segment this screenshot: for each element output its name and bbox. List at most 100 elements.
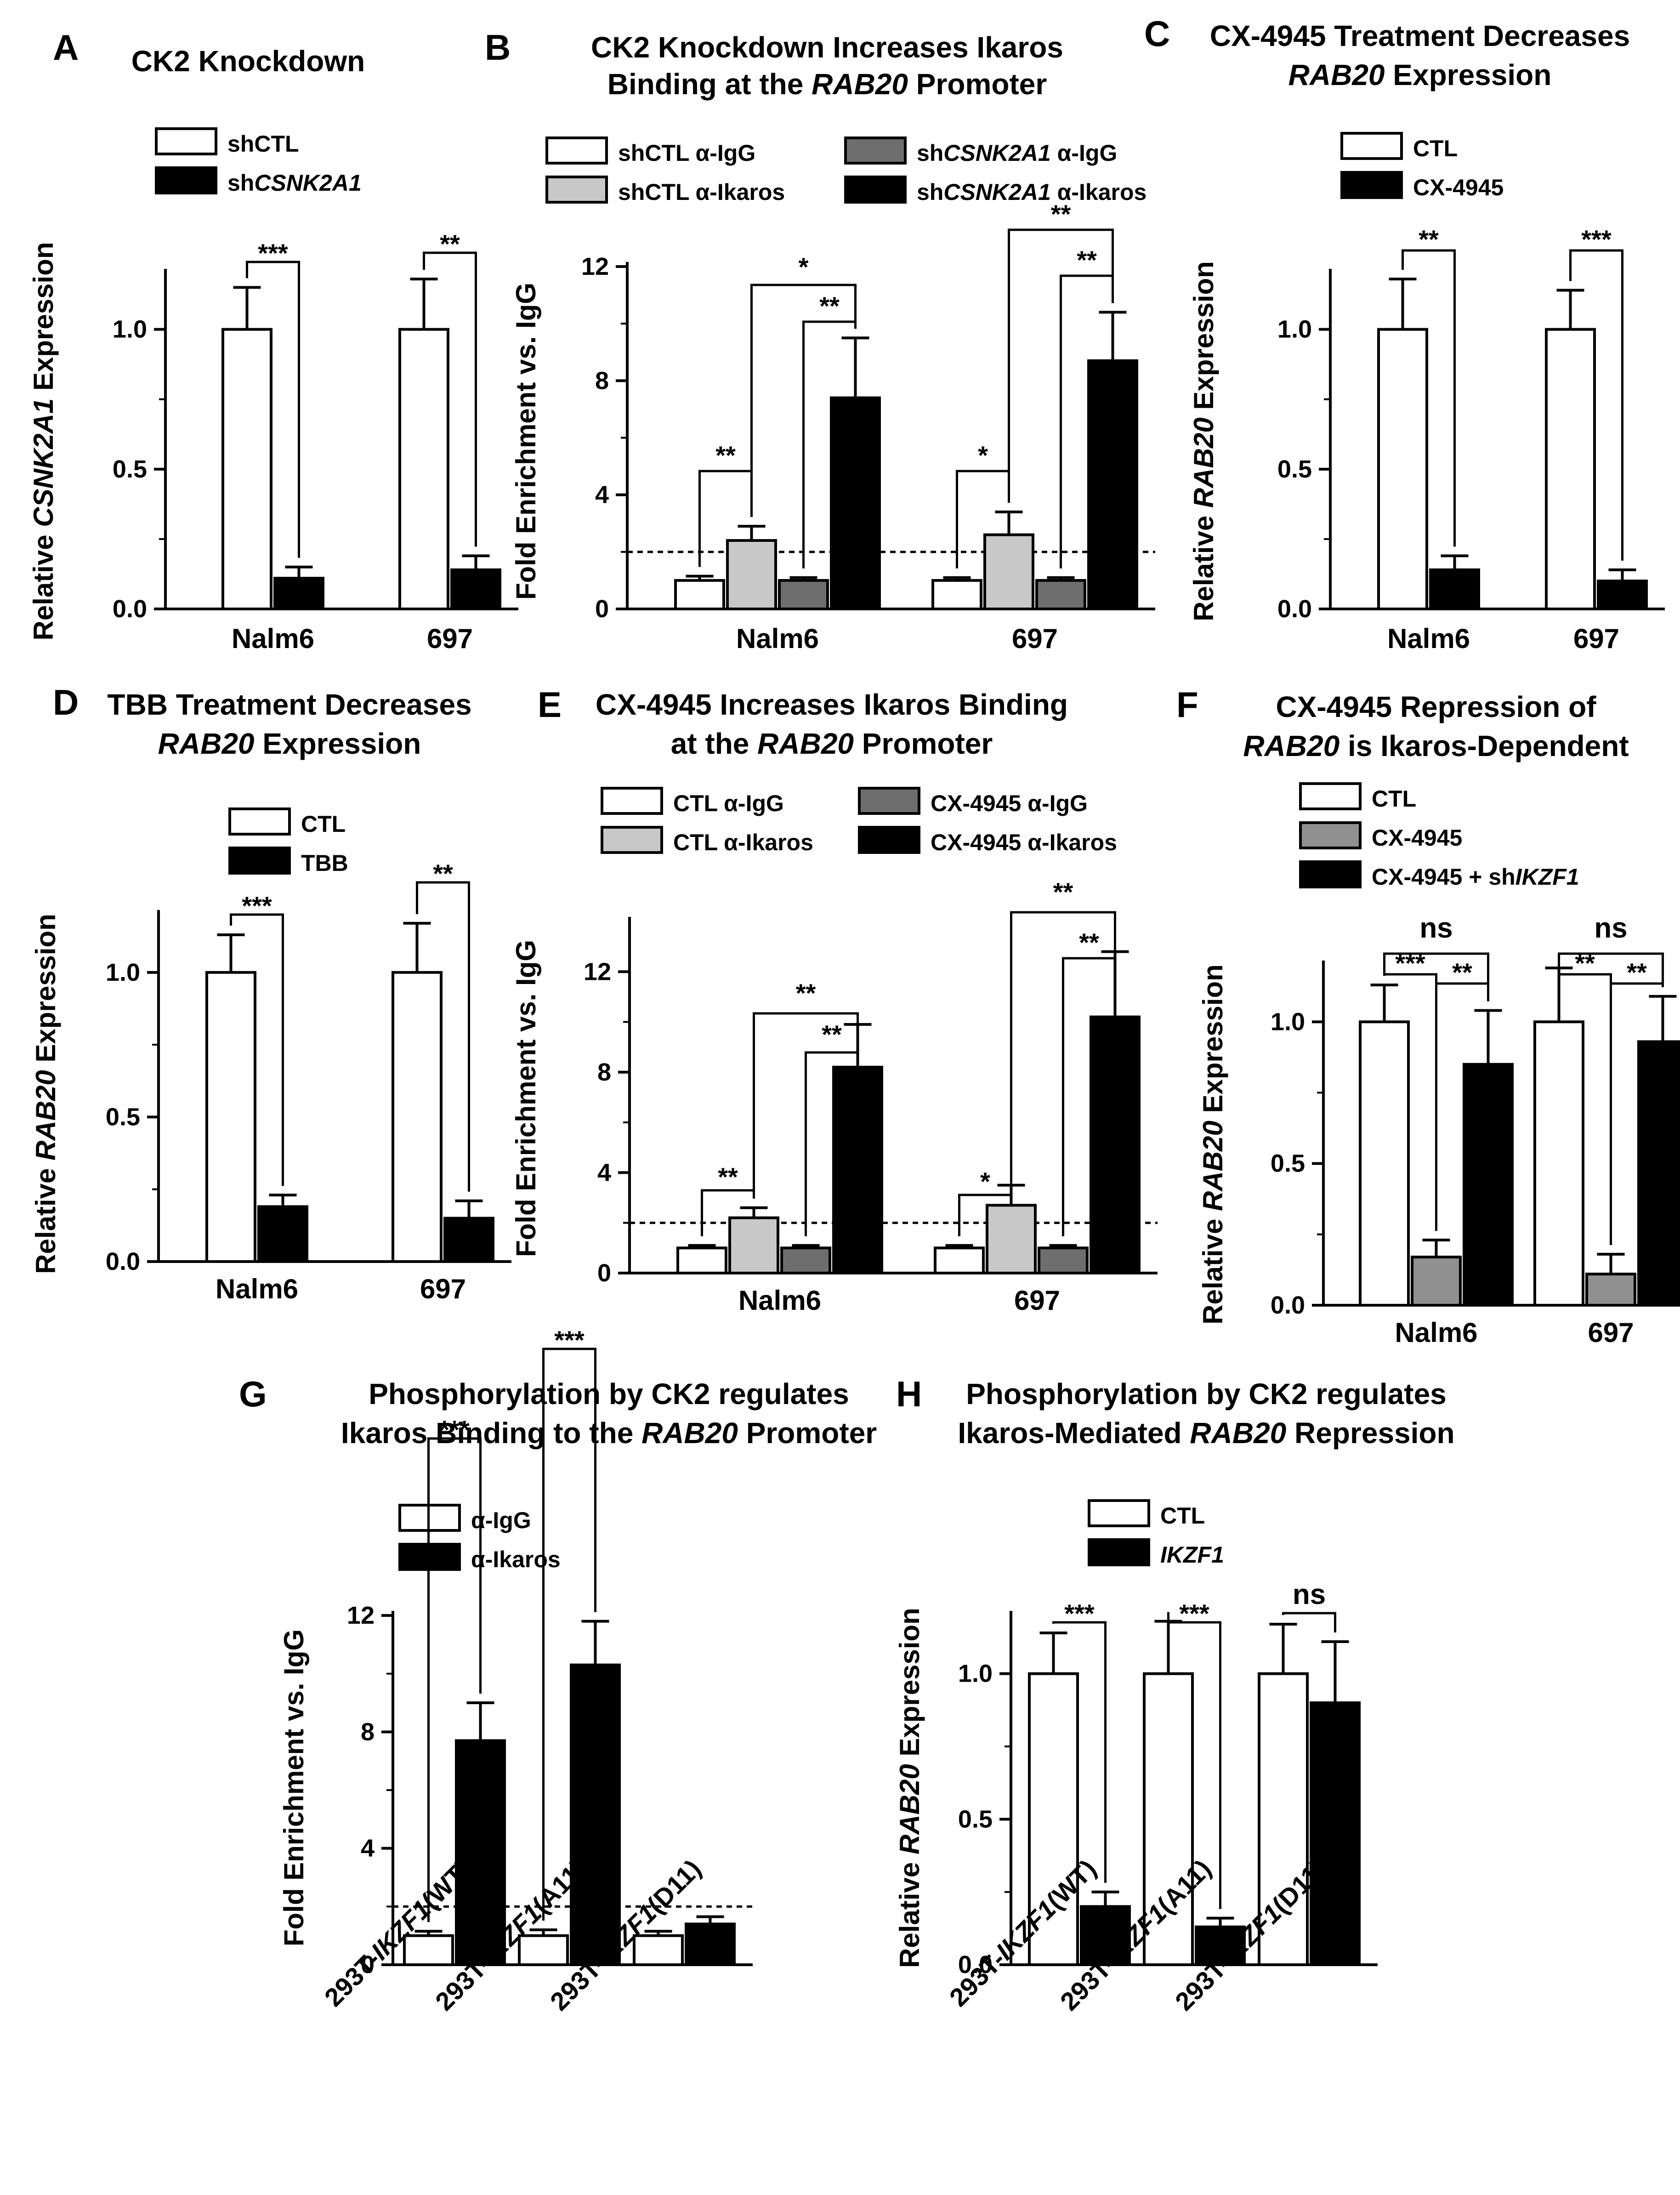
significance-bracket: *** [230,891,284,1186]
significance-label: *** [439,1415,470,1444]
bar-group [1028,1632,1131,1967]
significance-label: ** [715,441,736,470]
bar-group [934,950,1141,1275]
legend-label: CTL [1413,136,1458,161]
significance-bracket: * [750,252,857,517]
y-tick-label: 4 [361,1835,375,1862]
bar [1028,1672,1079,1967]
significance-bracket: ** [1062,928,1116,1236]
panel-letter: E [538,684,562,725]
chart-title: Phosphorylation by CK2 regulates [369,1377,849,1410]
y-tick-label: 1.0 [106,959,140,986]
y-tick-label: 0.0 [1271,1291,1305,1319]
significance-bracket: ** [1010,877,1116,1176]
panel-letter: C [1144,13,1170,54]
bar [1038,1246,1089,1275]
significance-bracket: *** [1569,225,1623,561]
y-tick-label: 0.5 [113,455,147,483]
significance-label: ** [718,1162,738,1191]
bar-group [398,278,501,611]
y-tick-label: 0.0 [106,1248,140,1275]
bar [1195,1925,1246,1966]
x-tick-label: 697 [1588,1317,1634,1348]
significance-label: ** [433,859,453,888]
y-tick-label: 0.0 [958,1951,993,1979]
bar [676,1246,727,1275]
x-tick-label: Nalm6 [216,1274,298,1304]
significance-bracket: ** [416,859,470,1192]
legend-label: shCSNK2A1 α-IgG [917,140,1117,166]
significance-label: ** [1419,225,1439,254]
legend-swatch [858,826,920,854]
significance-label: ** [796,978,816,1007]
significance-bracket: ** [805,1015,859,1236]
legend-label: CX-4945 [1372,825,1462,851]
legend-label: CX-4945 [1413,175,1504,200]
x-tick-label: Nalm6 [736,623,819,654]
legend: shCTL α-IgG shCTL α-Ikaros shCSNK2A1 α-IgG… [545,136,1146,205]
legend-swatch [858,787,920,815]
bar [1087,359,1138,610]
legend-swatch [228,847,291,875]
y-tick-label: 12 [581,253,609,280]
x-tick-label: Nalm6 [738,1285,821,1316]
legend: CTL α-IgG CTL α-Ikaros CX-4945 α-IgG CX-494… [601,787,1117,855]
bar [931,579,982,610]
bar [221,328,272,610]
bar [1545,328,1596,610]
y-tick-label: 1.0 [1277,316,1312,343]
bar [1637,1040,1680,1307]
x-tick-label: 697 [420,1274,466,1304]
bar [273,577,324,611]
bar [392,971,443,1263]
panel-e: E CX-4945 Increases Ikaros Binding at the … [511,684,1158,1316]
bar-group [403,1701,506,1966]
chart-title: RAB20 is Ikaros-Dependent [1243,729,1629,762]
significance-label: *** [242,891,272,920]
legend-swatch [601,787,663,815]
x-tick-label: 697 [1573,623,1619,654]
y-axis-label: Relative RAB20 Expression [1198,964,1228,1325]
y-tick-label: 0.0 [1277,595,1312,623]
bar [778,579,829,610]
significance-bracket: ** [1610,958,1664,1245]
significance-label: ns [1419,912,1453,944]
chart-title: RAB20 Expression [1288,58,1552,91]
legend-swatch [1299,860,1362,888]
legend-swatch [844,136,907,165]
chart-title: RAB20 Expression [158,727,421,760]
significance-bracket: ** [802,291,857,569]
y-tick-label: 0.5 [1271,1150,1305,1177]
bar [257,1205,308,1263]
chart-title: CX-4945 Treatment Decreases [1210,19,1630,52]
bar [1585,1273,1636,1307]
y-axis-label: Relative CSNK2A1 Expression [28,242,59,640]
chart-title: TBB Treatment Decreases [107,688,471,721]
y-axis-label: Relative RAB20 Expression [894,1608,925,1968]
bar [1080,1905,1131,1967]
legend-swatch [155,166,217,194]
legend-label: α-Ikaros [471,1547,561,1572]
significance-label: ** [822,1020,842,1049]
significance-label: ** [1452,958,1472,987]
significance-label: ** [1051,199,1071,228]
y-axis-label: Relative RAB20 Expression [30,914,61,1274]
legend-swatch [228,807,291,836]
significance-bracket: *** [1167,1599,1221,1909]
significance-label: ** [1079,928,1099,957]
significance-label: * [799,252,809,281]
significance-label: * [980,1167,990,1196]
y-tick-label: 1.0 [1271,1008,1305,1035]
chart-title: Binding at the RAB20 Promoter [607,68,1047,101]
legend-label: shCSNK2A1 [227,170,362,196]
bar [1429,568,1480,611]
significance-label: ** [440,229,460,258]
bar [570,1663,621,1967]
significance-bracket: ** [1008,199,1114,503]
bar-group [1533,967,1680,1307]
bar-group [1258,1623,1361,1967]
chart-title: Ikaros Binding to the RAB20 Promoter [341,1416,877,1450]
bar [830,396,881,610]
significance-bracket: ** [1060,245,1114,569]
legend-swatch [844,176,907,204]
